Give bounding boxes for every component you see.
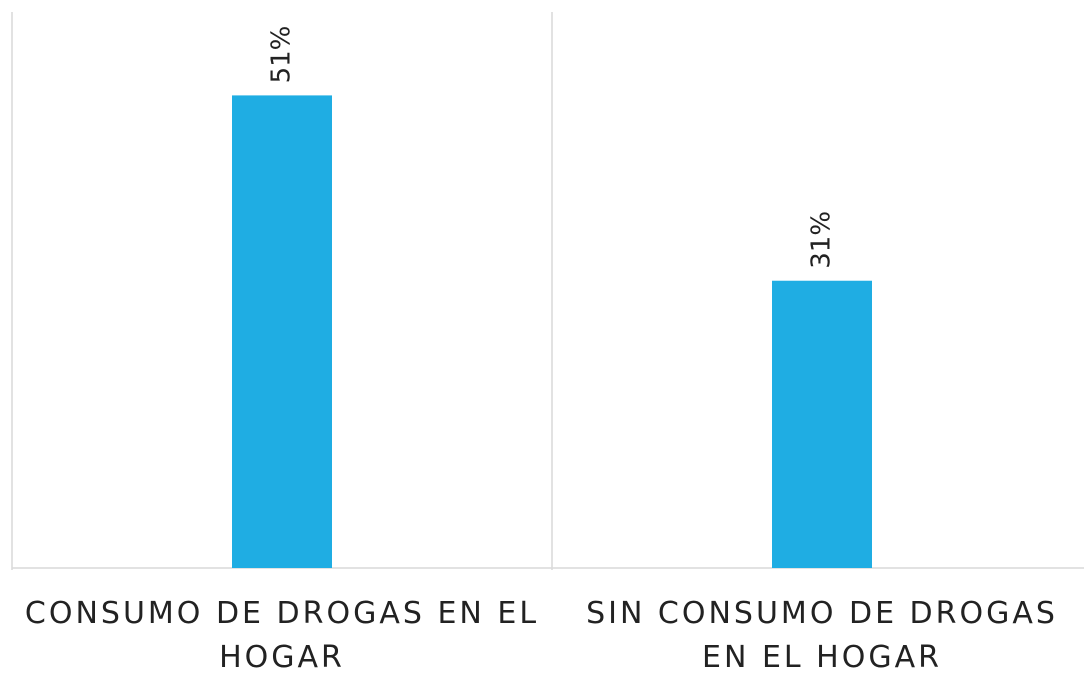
x-tick-label: SIN CONSUMO DE DROGAS EN EL HOGAR [586,596,1058,675]
bar [772,280,872,568]
bar [232,95,332,569]
data-label: 51% [267,26,297,84]
data-label: 31% [807,211,837,269]
x-tick-label: CONSUMO DE DROGAS EN EL HOGAR [24,596,540,675]
